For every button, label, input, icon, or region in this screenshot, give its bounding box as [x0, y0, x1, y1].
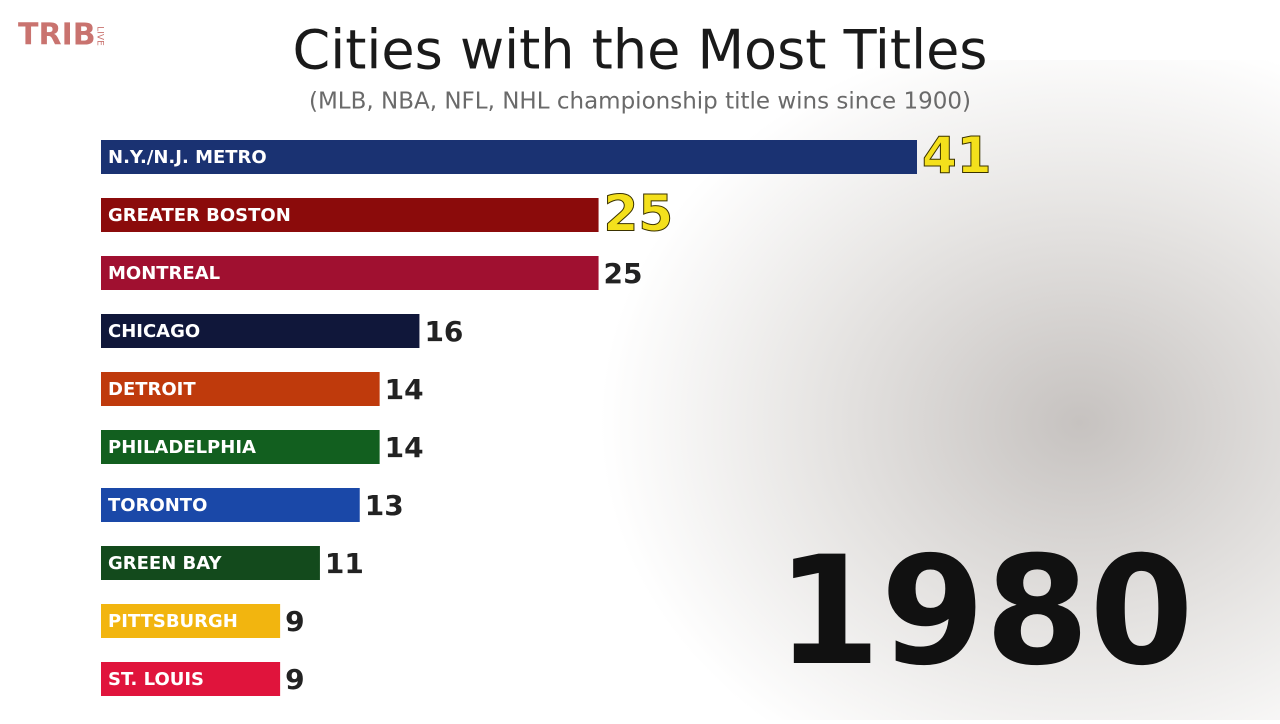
value-label: 13	[365, 489, 404, 522]
value-label: 16	[424, 315, 463, 348]
bar-category-label: DETROIT	[108, 379, 196, 400]
chart-subtitle: (MLB, NBA, NFL, NHL championship title w…	[309, 89, 971, 115]
bar	[101, 662, 281, 696]
value-label: 14	[385, 431, 424, 464]
bar	[101, 372, 380, 406]
bar-category-label: ST. LOUIS	[108, 669, 204, 690]
bar	[101, 488, 360, 522]
value-label: 41	[922, 127, 992, 185]
chart-title: Cities with the Most Titles	[293, 19, 988, 82]
value-label: 25	[604, 257, 643, 290]
bar-category-label: GREEN BAY	[108, 553, 222, 574]
bar-category-label: PITTSBURGH	[108, 611, 238, 632]
logo-sub: LIVE	[95, 26, 105, 46]
value-label: 9	[285, 605, 304, 638]
bar-category-label: PHILADELPHIA	[108, 437, 256, 458]
bar	[101, 314, 420, 348]
bar	[101, 430, 380, 464]
year-label: 1980	[776, 525, 1193, 699]
value-label: 9	[285, 663, 304, 696]
bar-category-label: TORONTO	[108, 495, 207, 516]
value-label: 25	[604, 185, 674, 243]
value-label: 11	[325, 547, 364, 580]
bar	[101, 546, 320, 580]
bar	[101, 198, 599, 232]
bar-category-label: CHICAGO	[108, 321, 200, 342]
bar-category-label: GREATER BOSTON	[108, 205, 291, 226]
bar	[101, 140, 917, 174]
bar-category-label: N.Y./N.J. METRO	[108, 147, 267, 168]
bar-category-label: MONTREAL	[108, 263, 220, 284]
logo-main: TRIB	[18, 18, 96, 53]
bar	[101, 604, 281, 638]
value-label: 14	[385, 373, 424, 406]
bar	[101, 256, 599, 290]
